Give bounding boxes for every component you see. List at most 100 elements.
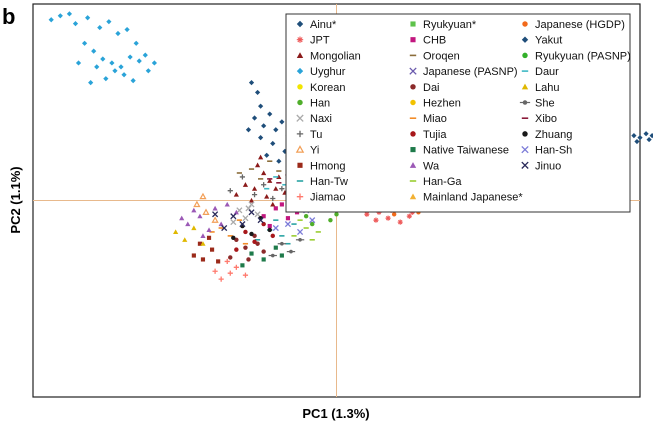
- legend-item-daur: Daur: [521, 66, 559, 78]
- legend-item-han-tw: Han-Tw: [296, 176, 348, 188]
- legend-label: Japanese (HGDP): [535, 19, 625, 31]
- data-point: [248, 209, 255, 216]
- data-point: [634, 138, 640, 145]
- data-point: [261, 214, 266, 219]
- data-point: [303, 214, 309, 219]
- legend-item-mongolian: Mongolian: [296, 50, 361, 62]
- data-point: [631, 133, 637, 139]
- legend-marker: [410, 99, 416, 106]
- series-oroqen: [236, 160, 282, 180]
- legend-box: [285, 13, 631, 213]
- data-point: [279, 119, 285, 125]
- legend-marker: [296, 114, 304, 122]
- data-point: [227, 270, 233, 276]
- legend-item-ryukyuan: Ryukyuan*: [410, 19, 477, 31]
- data-point: [276, 158, 282, 164]
- legend-label: Miao: [423, 113, 447, 125]
- data-point: [218, 276, 224, 282]
- data-point: [112, 68, 118, 74]
- data-point: [185, 221, 191, 227]
- data-point: [279, 202, 284, 207]
- data-point: [406, 213, 412, 219]
- data-point: [242, 215, 249, 222]
- data-point: [227, 188, 233, 194]
- data-point: [173, 229, 179, 235]
- legend-marker: [410, 84, 416, 90]
- data-point: [91, 48, 97, 54]
- data-point: [179, 215, 185, 221]
- data-point: [230, 219, 237, 226]
- data-point: [48, 17, 54, 23]
- data-point: [124, 26, 130, 33]
- data-point: [228, 255, 233, 260]
- data-point: [261, 170, 267, 176]
- data-point: [282, 148, 288, 154]
- legend-marker: [410, 37, 416, 43]
- data-point: [115, 30, 121, 37]
- series-she: [268, 237, 305, 258]
- legend-marker: [522, 131, 528, 137]
- legend-item-zhuang: Zhuang: [522, 129, 572, 141]
- legend-item-yakut: Yakut: [521, 35, 562, 47]
- data-point: [276, 174, 282, 179]
- data-point: [182, 237, 188, 242]
- legend-label: JPT: [310, 35, 330, 47]
- data-point: [239, 221, 246, 228]
- data-point: [224, 258, 230, 265]
- legend-marker: [410, 147, 416, 153]
- legend-marker: [297, 99, 303, 106]
- data-point: [200, 233, 206, 238]
- data-point: [212, 205, 218, 211]
- data-point: [277, 241, 287, 246]
- legend-label: Ryukyuan*: [423, 19, 477, 31]
- data-point: [273, 186, 279, 191]
- legend-label: Ryukyuan (PASNP): [535, 50, 631, 62]
- data-point: [197, 213, 203, 219]
- legend-label: Mainland Japanese*: [423, 192, 523, 204]
- data-point: [251, 186, 258, 191]
- legend-item-hmong: Hmong: [297, 160, 345, 172]
- data-point: [240, 263, 245, 268]
- data-point: [285, 216, 291, 221]
- data-point: [284, 221, 291, 228]
- legend-item-native-taiwanese: Native Taiwanese: [410, 145, 509, 157]
- data-point: [200, 257, 206, 262]
- data-point: [264, 193, 270, 199]
- data-point: [248, 80, 255, 86]
- legend-label: Mongolian: [310, 50, 361, 62]
- data-point: [151, 60, 157, 66]
- data-point: [206, 235, 212, 240]
- data-point: [211, 216, 219, 223]
- data-point: [66, 11, 73, 17]
- series-native-taiwanese: [240, 245, 284, 268]
- legend-item-jinuo: Jinuo: [521, 160, 561, 172]
- legend-label: Hezhen: [423, 98, 461, 110]
- data-point: [270, 140, 276, 147]
- data-point: [145, 68, 151, 74]
- data-point: [239, 174, 246, 180]
- data-point: [106, 19, 112, 25]
- legend-marker: [521, 36, 529, 43]
- legend-label: Yi: [310, 145, 319, 157]
- legend-label: Daur: [535, 66, 559, 78]
- legend-item-han-ga: Han-Ga: [409, 176, 462, 188]
- legend-item-xibo: Xibo: [521, 113, 557, 125]
- series-lahu: [173, 225, 206, 246]
- legend-item-tujia: Tujia: [410, 129, 447, 141]
- data-point: [273, 245, 278, 250]
- data-point: [57, 13, 63, 19]
- series-yi: [193, 192, 219, 223]
- data-point: [234, 247, 239, 252]
- data-point: [191, 225, 197, 231]
- legend-marker: [522, 52, 528, 59]
- data-point: [328, 217, 333, 223]
- legend-label: Ainu*: [310, 19, 337, 31]
- legend-marker: [295, 145, 305, 153]
- legend-marker: [519, 100, 531, 105]
- legend-item-mainland-japanese: Mainland Japanese*: [409, 192, 523, 204]
- data-point: [261, 182, 267, 188]
- data-point: [246, 257, 251, 262]
- legend-marker: [521, 83, 529, 90]
- legend-item-uyghur: Uyghur: [296, 66, 346, 78]
